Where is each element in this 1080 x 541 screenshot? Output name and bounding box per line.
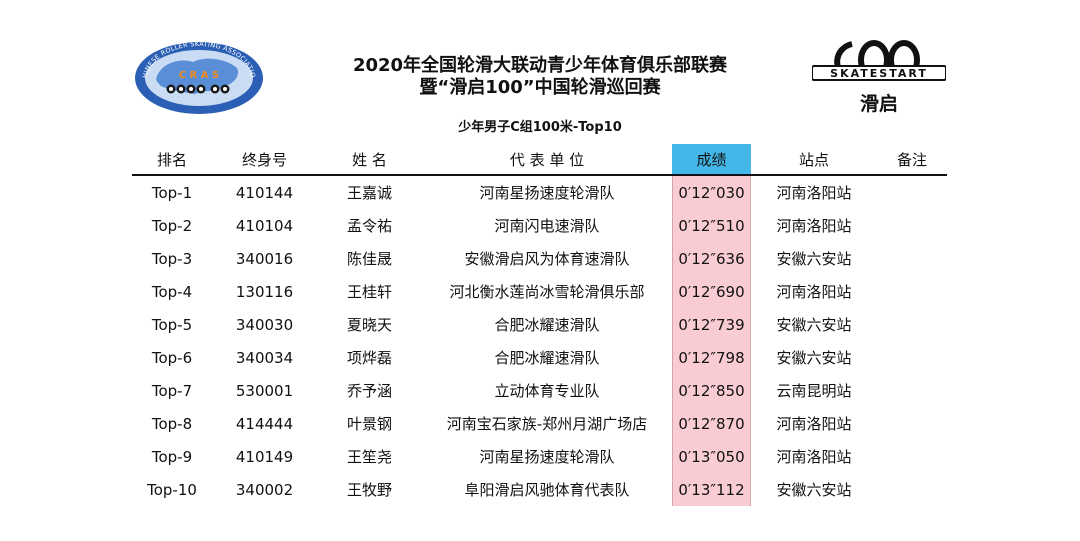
cell-unit: 河南星扬速度轮滑队 [479,448,615,466]
cell-site: 河南洛阳站 [776,184,852,202]
table-row: Top-8 414444 叶景钢 河南宝石家族-郑州月湖广场店 0′12″870… [132,407,947,440]
cell-rank: Top-9 [151,447,193,466]
score-column-highlight [672,144,751,506]
skate-start-logo: SKATESTART 滑启 [812,40,946,115]
header-site: 站点 [798,150,829,169]
page-title-line1: 2020年全国轮滑大联动青少年体育俱乐部联赛 [352,55,728,76]
cell-id: 340034 [235,348,294,367]
cell-site: 安徽六安站 [776,481,852,499]
cell-name: 王牧野 [346,481,392,499]
cell-note [877,473,947,506]
cell-note [877,341,947,374]
cell-name: 项烨磊 [346,349,392,367]
table-header: 排名 终身号 姓 名 代 表 单 位 成绩 站点 备注 [132,144,947,176]
header-rank: 排名 [156,150,187,169]
cell-id: 410144 [235,183,294,202]
cell-id: 340002 [235,480,294,499]
cell-score: 0′12″870 [678,414,745,433]
cell-name: 夏晓天 [346,316,392,334]
table-row: Top-1 410144 王嘉诚 河南星扬速度轮滑队 0′12″030 河南洛阳… [132,176,947,209]
cell-id: 410104 [235,216,294,235]
cell-rank: Top-3 [151,249,193,268]
cell-score: 0′12″030 [678,183,745,202]
cell-score: 0′13″112 [678,480,745,499]
cell-note [877,242,947,275]
cell-id: 340030 [235,315,294,334]
cell-rank: Top-2 [151,216,193,235]
cell-note [877,176,947,209]
page-title-line2: 暨“滑启100”中国轮滑巡回赛 [419,77,661,98]
cras-logo: CHINESE ROLLER SKATING ASSOCIATION C R A… [133,40,263,114]
cell-name: 王嘉诚 [346,184,392,202]
table-row: Top-3 340016 陈佳晟 安徽滑启风为体育速滑队 0′12″636 安徽… [132,242,947,275]
cell-note [877,407,947,440]
cell-site: 云南昆明站 [776,382,852,400]
cell-id: 130116 [235,282,294,301]
cell-unit: 立动体育专业队 [494,382,600,400]
table-row: Top-2 410104 孟令祐 河南闪电速滑队 0′12″510 河南洛阳站 [132,209,947,242]
cell-rank: Top-4 [151,282,193,301]
cell-unit: 合肥冰耀速滑队 [494,316,600,334]
header-score: 成绩 [696,150,727,169]
table-row: Top-6 340034 项烨磊 合肥冰耀速滑队 0′12″798 安徽六安站 [132,341,947,374]
cell-id: 340016 [235,249,294,268]
cell-note [877,440,947,473]
cell-rank: Top-8 [151,414,193,433]
cell-note [877,374,947,407]
table-row: Top-9 410149 王笙尧 河南星扬速度轮滑队 0′13″050 河南洛阳… [132,440,947,473]
cell-score: 0′12″850 [678,381,745,400]
table-subtitle: 少年男子C组100米-Top10 [458,120,622,135]
cell-name: 陈佳晟 [346,250,392,268]
cell-score: 0′12″510 [678,216,745,235]
cell-name: 叶景钢 [346,415,392,433]
header-name: 姓 名 [352,150,387,169]
cell-name: 王笙尧 [346,448,392,466]
cell-rank: Top-10 [147,480,197,499]
cell-site: 安徽六安站 [776,349,852,367]
header-unit: 代 表 单 位 [509,150,585,169]
cell-site: 安徽六安站 [776,316,852,334]
cell-site: 安徽六安站 [776,250,852,268]
cell-rank: Top-7 [151,381,193,400]
cell-unit: 河南宝石家族-郑州月湖广场店 [446,415,648,433]
cell-unit: 河南闪电速滑队 [494,217,600,235]
cell-rank: Top-6 [151,348,193,367]
score-header-highlight [672,144,751,174]
table-row: Top-7 530001 乔予涵 立动体育专业队 0′12″850 云南昆明站 [132,374,947,407]
svg-text:滑启: 滑启 [860,92,898,115]
table-row: Top-4 130116 王桂轩 河北衡水莲尚冰雪轮滑俱乐部 0′12″690 … [132,275,947,308]
cell-score: 0′13″050 [678,447,745,466]
cell-score: 0′12″739 [678,315,745,334]
svg-text:SKATESTART: SKATESTART [830,67,928,80]
cell-note [877,209,947,242]
cell-name: 孟令祐 [346,217,392,235]
cell-id: 410149 [235,447,294,466]
cell-unit: 安徽滑启风为体育速滑队 [464,250,630,268]
table-row: Top-5 340030 夏晓天 合肥冰耀速滑队 0′12″739 安徽六安站 [132,308,947,341]
cell-id: 530001 [235,381,294,400]
cell-unit: 合肥冰耀速滑队 [494,349,600,367]
table-row: Top-10 340002 王牧野 阜阳滑启风驰体育代表队 0′13″112 安… [132,473,947,506]
header-note: 备注 [896,150,927,169]
cell-unit: 河北衡水莲尚冰雪轮滑俱乐部 [449,283,645,301]
cell-site: 河南洛阳站 [776,217,852,235]
header-id: 终身号 [241,150,287,169]
svg-text:C R A S: C R A S [179,70,219,81]
cell-site: 河南洛阳站 [776,283,852,301]
cell-name: 王桂轩 [346,283,392,301]
cell-id: 414444 [235,414,294,433]
cell-site: 河南洛阳站 [776,448,852,466]
cell-note [877,275,947,308]
cell-unit: 阜阳滑启风驰体育代表队 [464,481,630,499]
cell-note [877,308,947,341]
cell-rank: Top-1 [151,183,193,202]
cell-score: 0′12″636 [678,249,745,268]
cell-site: 河南洛阳站 [776,415,852,433]
cell-unit: 河南星扬速度轮滑队 [479,184,615,202]
cell-name: 乔予涵 [346,382,392,400]
cell-rank: Top-5 [151,315,193,334]
cell-score: 0′12″690 [678,282,745,301]
cell-score: 0′12″798 [678,348,745,367]
